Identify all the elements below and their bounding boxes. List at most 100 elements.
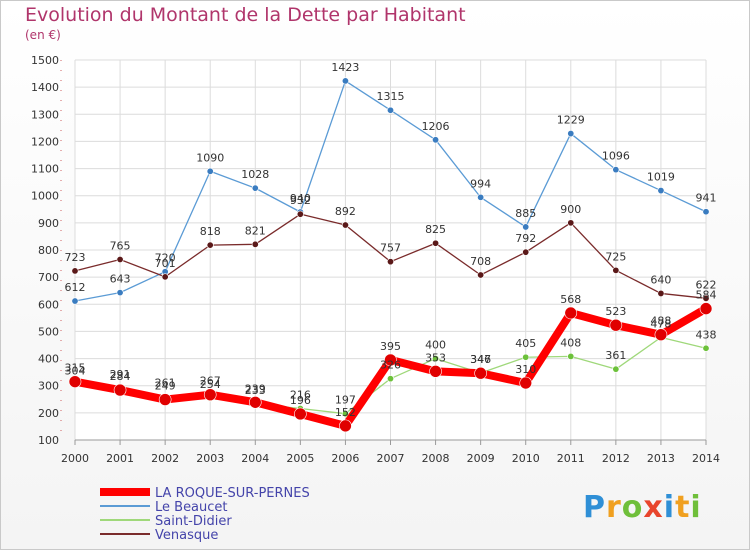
data-label-venasque: 725 [605,250,626,263]
y-tick-label: 400 [38,353,59,366]
y-tick-label: 1500 [31,54,59,67]
y-tick-label: 1300 [31,108,59,121]
data-label-saint-didier: 254 [200,378,221,391]
x-tick-label: 2011 [557,452,585,465]
x-tick-label: 2000 [61,452,89,465]
data-label-le-beaucet: 940 [290,192,311,205]
logo-letter: r [606,490,622,525]
data-point-la-roque-sur-pernes [68,375,82,388]
data-label-la-roque-sur-pernes: 346 [470,353,491,366]
data-label-le-beaucet: 1206 [422,120,450,133]
data-label-saint-didier: 361 [605,349,626,362]
x-tick-label: 2004 [241,452,269,465]
data-label-venasque: 765 [110,240,131,253]
data-label-saint-didier: 197 [335,394,356,407]
logo-letter: i [690,490,702,525]
data-label-la-roque-sur-pernes: 249 [155,380,176,393]
data-point-le-beaucet [432,136,440,144]
y-tick-label: 800 [38,244,59,257]
chart-title: Evolution du Montant de la Dette par Hab… [25,4,466,26]
data-label-saint-didier: 400 [425,339,446,352]
data-point-la-roque-sur-pernes [339,419,352,433]
logo-letter: P [583,490,606,525]
data-label-le-beaucet: 1229 [557,114,585,127]
data-label-saint-didier: 326 [380,359,401,372]
data-point-la-roque-sur-pernes [609,318,623,332]
data-point-venasque [522,248,530,256]
data-point-la-roque-sur-pernes [474,366,487,380]
data-point-le-beaucet [567,130,575,138]
data-label-le-beaucet: 612 [65,281,86,294]
data-point-saint-didier [341,410,349,418]
data-label-venasque: 821 [245,224,266,237]
data-point-saint-didier [702,344,710,352]
data-label-venasque: 892 [335,205,356,218]
data-point-la-roque-sur-pernes [519,376,533,390]
x-tick-label: 2013 [647,452,675,465]
y-tick-label: 100 [38,434,59,447]
data-label-le-beaucet: 885 [515,207,536,220]
chart-subtitle: (en €) [25,28,61,42]
data-label-la-roque-sur-pernes: 488 [650,315,671,328]
logo-letter: t [675,490,691,525]
data-label-venasque: 900 [560,203,581,216]
y-tick-label: 1200 [31,135,59,148]
data-point-venasque [657,289,665,297]
data-label-venasque: 640 [650,273,671,286]
data-label-la-roque-sur-pernes: 284 [110,370,131,383]
data-label-saint-didier: 261 [155,376,176,389]
data-label-venasque: 757 [380,242,401,255]
data-point-le-beaucet [702,208,710,216]
data-point-la-roque-sur-pernes [699,302,713,315]
data-point-la-roque-sur-pernes [654,328,668,341]
logo-letter: o [621,490,644,525]
data-point-venasque [251,240,259,248]
y-tick-label: 600 [38,298,59,311]
data-label-venasque: 825 [425,223,446,236]
data-point-la-roque-sur-pernes [384,353,397,367]
data-label-saint-didier: 216 [290,389,311,402]
data-point-venasque [477,271,485,279]
data-point-la-roque-sur-pernes [248,395,262,409]
data-point-la-roque-sur-pernes [564,306,578,320]
data-point-la-roque-sur-pernes [203,388,217,401]
data-label-la-roque-sur-pernes: 315 [65,362,86,375]
x-tick-label: 2012 [602,452,630,465]
data-label-le-beaucet: 1423 [331,61,359,74]
data-label-la-roque-sur-pernes: 267 [200,375,221,388]
data-point-la-roque-sur-pernes [113,383,127,397]
data-label-saint-didier: 291 [110,368,131,381]
logo-letter: x [643,490,664,525]
data-label-le-beaucet: 720 [155,252,176,265]
legend-label: Venasque [155,528,218,543]
data-label-saint-didier: 408 [560,336,581,349]
logo-letter: i [663,490,676,525]
data-label-le-beaucet: 643 [110,273,131,286]
data-label-venasque: 708 [470,255,491,268]
data-label-venasque: 701 [155,257,176,270]
y-tick-label: 200 [38,407,59,420]
data-point-venasque [71,267,79,275]
data-point-la-roque-sur-pernes [429,365,442,378]
x-tick-label: 2006 [331,452,359,465]
data-point-venasque [116,255,124,263]
data-point-venasque [341,221,349,229]
y-tick-label: 1000 [31,190,59,203]
data-label-saint-didier: 478 [650,317,671,330]
data-label-saint-didier: 233 [245,384,266,397]
data-label-la-roque-sur-pernes: 395 [380,340,401,353]
data-label-le-beaucet: 941 [696,192,717,205]
data-point-venasque [567,219,575,227]
y-tick-label: 700 [38,271,59,284]
data-label-le-beaucet: 1096 [602,150,630,163]
data-point-saint-didier [386,375,394,383]
data-point-venasque [206,241,214,249]
data-point-venasque [296,210,304,218]
x-tick-label: 2001 [106,452,134,465]
data-label-saint-didier: 438 [696,328,717,341]
data-label-la-roque-sur-pernes: 584 [696,289,717,302]
legend-label: Saint-Didier [155,514,232,529]
data-point-saint-didier [432,355,440,363]
data-label-venasque: 818 [200,225,221,238]
